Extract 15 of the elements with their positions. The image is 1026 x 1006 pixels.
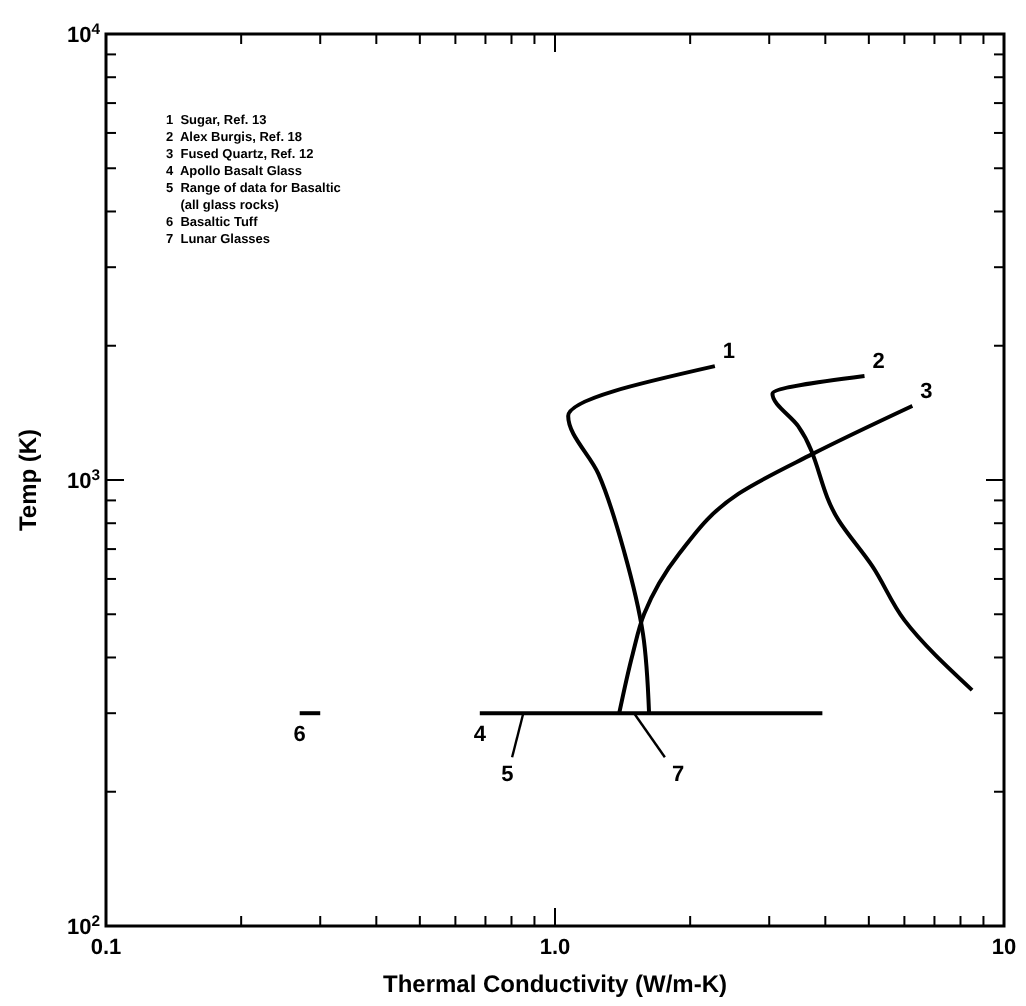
- annotation: 3: [920, 379, 933, 404]
- annotation: 6: [293, 723, 306, 748]
- annotation: 1: [722, 340, 736, 365]
- x-axis-title: Thermal Conductivity (W/m-K): [382, 970, 728, 998]
- y-tick-label: 10$^{4}$: [66, 19, 102, 48]
- annotation: 4: [473, 723, 488, 748]
- annotation: 7: [671, 763, 685, 788]
- y-tick-label: 10$^{2}$: [66, 911, 100, 940]
- y-axis-title: Temp (K): [14, 428, 42, 532]
- x-tick-label: 1.0: [539, 936, 571, 960]
- annotation: 5: [501, 763, 514, 788]
- y-tick-label: 10$^{3}$: [66, 465, 100, 494]
- x-tick-label: 0.1: [90, 936, 122, 960]
- annotation: 2: [872, 350, 885, 375]
- x-tick-label: 10: [991, 936, 1017, 960]
